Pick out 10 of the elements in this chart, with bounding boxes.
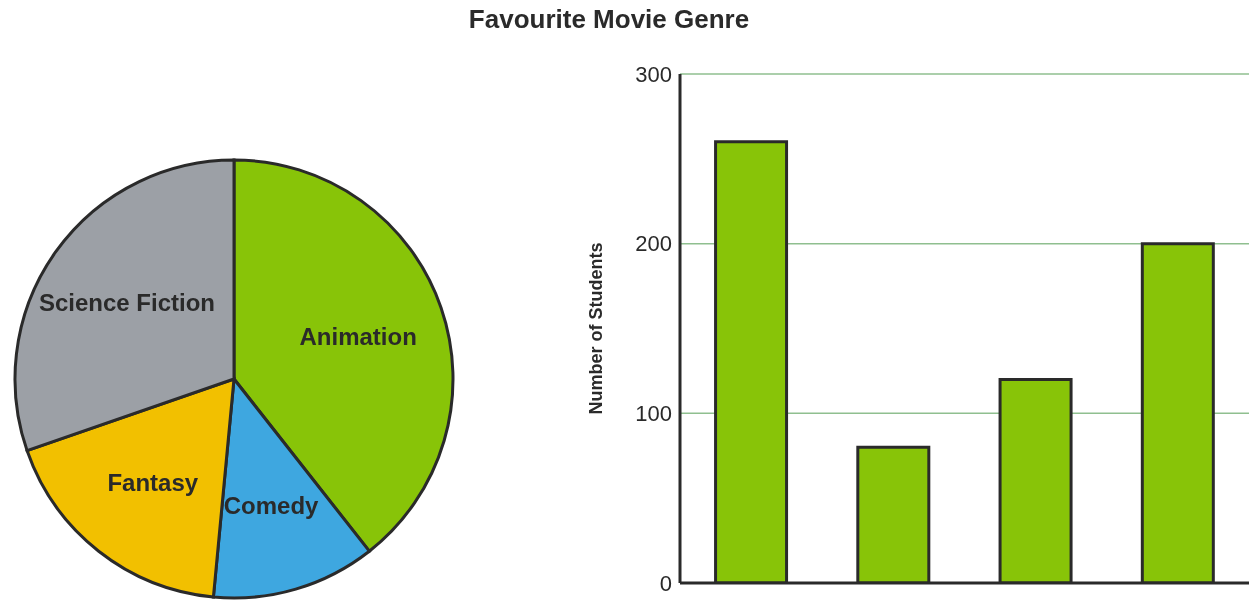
slice-label: Comedy bbox=[223, 491, 320, 519]
slice-label: Science Fiction bbox=[38, 289, 215, 317]
y-tick-label: 200 bbox=[635, 231, 672, 257]
y-tick-label: 300 bbox=[635, 61, 672, 87]
y-tick-label: 0 bbox=[659, 570, 672, 596]
text: Favourite Movie Genre bbox=[467, 4, 751, 35]
slice-label: Animation bbox=[299, 322, 417, 350]
slice-label: Fantasy bbox=[107, 468, 199, 496]
y-tick-label: 100 bbox=[635, 401, 672, 427]
y-axis-title: Number of Students bbox=[586, 242, 607, 415]
